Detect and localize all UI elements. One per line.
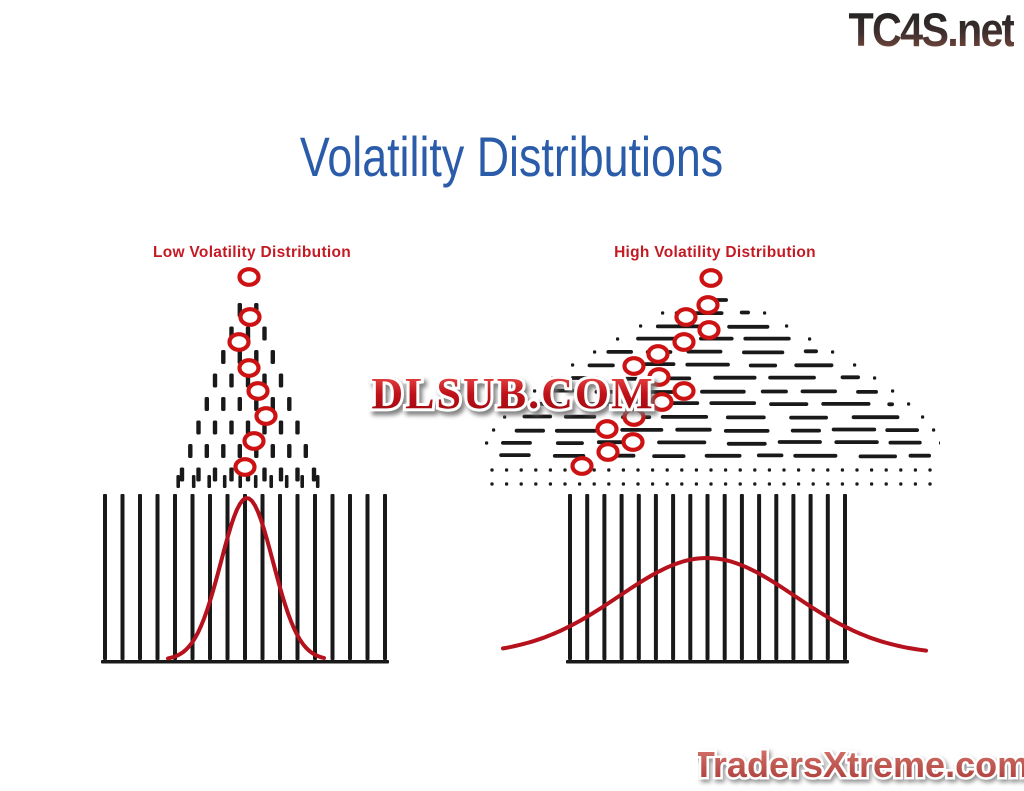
- tradersxtreme-watermark-text: TradersXtreme.com: [698, 744, 1024, 785]
- page-title: Volatility Distributions: [0, 124, 1024, 189]
- low-volatility-diagram: [101, 267, 389, 664]
- high-volatility-diagram: [485, 268, 940, 664]
- page-title-text: Volatility Distributions: [300, 125, 724, 188]
- dlsub-watermark-text: DLSUB.COM: [371, 369, 654, 418]
- dlsub-watermark: DLSUB.COM: [368, 366, 655, 421]
- high-volatility-label: High Volatility Distribution: [614, 244, 816, 261]
- tc4s-logo: TC4S.net: [848, 3, 1016, 56]
- low-volatility-label: Low Volatility Distribution: [152, 244, 352, 261]
- tradersxtreme-watermark: TradersXtreme.com: [698, 742, 1024, 788]
